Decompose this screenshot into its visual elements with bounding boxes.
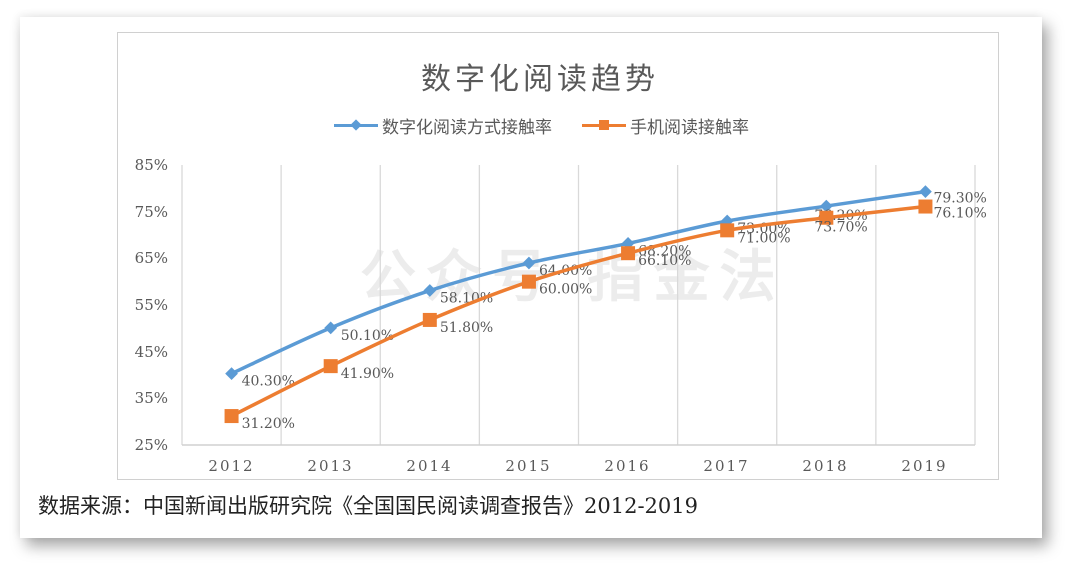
legend-label-digital: 数字化阅读方式接触率	[382, 117, 552, 138]
square-marker-icon	[918, 199, 933, 214]
legend-diamond-icon	[334, 118, 378, 132]
square-marker-icon	[521, 274, 536, 289]
x-tick: 2018	[802, 457, 849, 475]
data-source-note: 数据来源：中国新闻出版研究院《全国国民阅读调查报告》2012-2019	[38, 494, 698, 518]
data-label: 76.10%	[933, 206, 986, 222]
y-tick: 35%	[134, 389, 168, 407]
data-label: 58.10%	[440, 291, 493, 307]
square-marker-icon	[819, 210, 834, 225]
chart-legend: 数字化阅读方式接触率 手机阅读接触率	[334, 113, 749, 138]
legend-label-mobile: 手机阅读接触率	[630, 117, 749, 138]
diamond-marker-icon	[225, 367, 238, 380]
diamond-marker-icon	[919, 185, 932, 198]
data-label: 31.20%	[242, 416, 295, 432]
x-tick: 2014	[406, 457, 453, 475]
data-label: 71.00%	[737, 230, 790, 246]
data-label: 50.10%	[341, 328, 394, 344]
y-tick: 55%	[134, 296, 168, 314]
data-label: 73.70%	[814, 220, 867, 236]
chart-title: 数字化阅读趋势	[421, 62, 659, 97]
y-tick: 75%	[134, 203, 168, 221]
x-tick: 2019	[901, 457, 948, 475]
diamond-marker-icon	[324, 321, 338, 335]
y-tick: 65%	[134, 249, 168, 267]
x-tick: 2015	[505, 457, 552, 475]
series-line-1	[229, 204, 928, 418]
square-marker-icon	[422, 312, 437, 327]
square-marker-icon	[224, 409, 239, 424]
x-tick: 2013	[307, 457, 354, 475]
legend-square-icon	[582, 118, 626, 132]
legend-item-digital: 数字化阅读方式接触率	[334, 113, 552, 138]
data-label: 51.80%	[440, 320, 493, 336]
x-tick: 2016	[604, 457, 651, 475]
square-marker-icon	[323, 359, 338, 374]
data-label: 66.10%	[638, 253, 691, 269]
data-label: 60.00%	[539, 282, 592, 298]
square-marker-icon	[720, 223, 735, 238]
data-label: 79.30%	[933, 191, 986, 207]
y-tick: 85%	[134, 156, 168, 174]
x-tick: 2012	[208, 457, 255, 475]
legend-item-mobile: 手机阅读接触率	[582, 113, 749, 138]
data-label: 41.90%	[341, 366, 394, 382]
diamond-marker-icon	[423, 284, 437, 297]
square-marker-icon	[621, 246, 636, 261]
x-tick: 2017	[703, 457, 750, 475]
y-tick: 45%	[134, 343, 168, 361]
y-tick: 25%	[134, 436, 168, 454]
series-line-0	[229, 189, 928, 376]
diamond-marker-icon	[522, 256, 536, 270]
data-label: 40.30%	[242, 374, 295, 390]
